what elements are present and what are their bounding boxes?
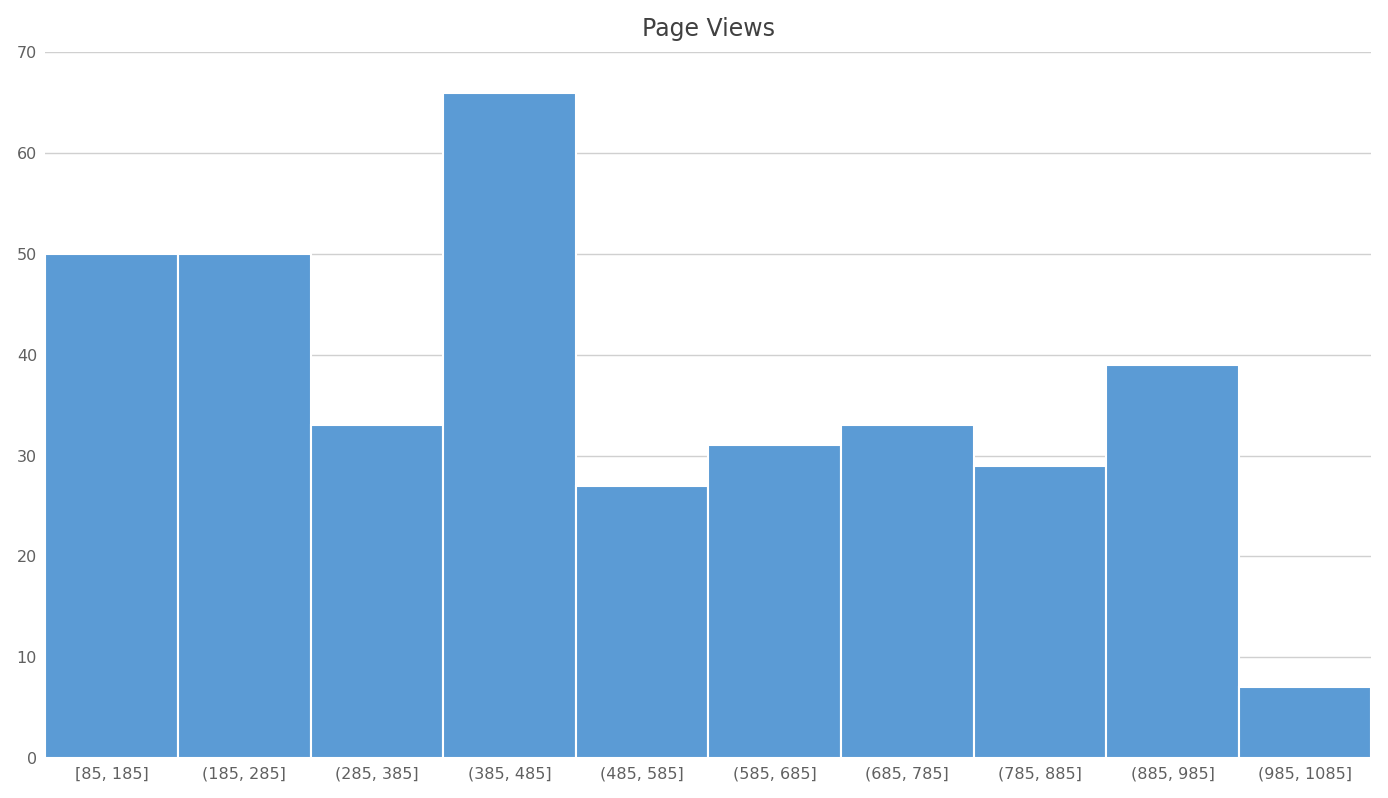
Bar [973,466,1106,758]
Bar [46,254,178,758]
Bar [1238,687,1371,758]
Title: Page Views: Page Views [641,17,775,41]
Bar [311,425,443,758]
Bar [708,445,841,758]
Bar [1106,365,1238,758]
Bar [178,254,311,758]
Bar [576,486,708,758]
Bar [443,93,576,758]
Bar [841,425,973,758]
